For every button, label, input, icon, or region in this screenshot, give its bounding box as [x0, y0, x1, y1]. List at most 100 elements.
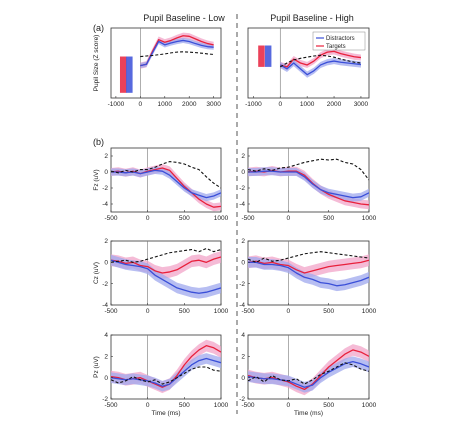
x-tick-label: 1000 [158, 101, 173, 108]
line-difference [111, 366, 221, 385]
y-tick-label: -2 [239, 396, 245, 403]
x-tick-label: 500 [323, 308, 334, 315]
line-distractors [111, 259, 221, 294]
chart-pupil-high: -1000 0 1000 2000 3000 Distractors Targets [245, 27, 370, 108]
x-tick-label: 0 [146, 402, 150, 409]
y-tick-label: -2 [239, 185, 245, 192]
band-distractors [248, 167, 369, 202]
line-difference [248, 158, 369, 181]
x-tick-label: 500 [179, 308, 190, 315]
y-tick-label: -2 [102, 185, 108, 192]
x-tick-label: 1000 [300, 101, 315, 108]
y-tick-label: 2 [104, 238, 108, 245]
x-tick-label: -500 [241, 308, 254, 315]
x-tick-label: 0 [287, 402, 291, 409]
plot-area [248, 335, 369, 399]
line-targets [111, 256, 221, 274]
line-difference [140, 51, 214, 58]
y-tick-label: -2 [239, 281, 245, 288]
y-tick-label: -4 [102, 201, 108, 208]
y-tick-label: -4 [102, 302, 108, 309]
y-tick-label: 2 [104, 153, 108, 160]
y-tick-label: 4 [104, 332, 108, 339]
chart-fz-high: -500 0 500 1000 -4 -2 0 2 [239, 147, 377, 222]
line-distractors [248, 261, 369, 287]
plot-area [111, 335, 221, 399]
plot-area [119, 28, 214, 98]
x-tick-label: 500 [323, 215, 334, 222]
band-distractors [280, 57, 361, 78]
x-axis-label: Time (ms) [294, 410, 323, 417]
plot-area [258, 28, 362, 98]
column-title-low: Pupil Baseline - Low [143, 13, 225, 23]
legend-label-targets: Targets [326, 44, 346, 50]
chart-pz-high: -500 0 500 1000 -2 0 2 4 Time (ms) [239, 332, 376, 417]
y-tick-label: 0 [241, 375, 245, 382]
chart-cz-low: -500 0 500 1000 -4 -2 0 2 Cz (uV) [93, 238, 229, 315]
y-tick-label: -4 [239, 201, 245, 208]
x-tick-label: 500 [179, 402, 190, 409]
line-distractors [248, 170, 369, 199]
x-tick-label: 3000 [354, 101, 369, 108]
line-distractors [111, 357, 221, 387]
y-tick-label: -2 [102, 281, 108, 288]
legend: Distractors Targets [312, 31, 366, 51]
panel-b-label: (b) [93, 137, 104, 147]
x-axis-label: Time (ms) [151, 410, 180, 417]
y-axis-label: Fz (uV) [93, 169, 100, 190]
band-targets [111, 251, 221, 279]
x-tick-label: 500 [179, 215, 190, 222]
x-tick-label: 1000 [362, 402, 377, 409]
x-tick-label: -1000 [245, 101, 262, 108]
y-tick-label: 2 [241, 238, 245, 245]
y-tick-label: 0 [104, 375, 108, 382]
band-distractors [111, 353, 221, 392]
y-tick-label: 2 [241, 354, 245, 361]
plot-area [111, 241, 221, 305]
y-tick-label: 0 [104, 169, 108, 176]
bar-distractors [126, 56, 133, 93]
chart-cz-high: -500 0 500 1000 -4 -2 0 2 [239, 238, 376, 315]
x-tick-label: 0 [139, 101, 143, 108]
column-title-high: Pupil Baseline - High [270, 13, 354, 23]
x-tick-label: -500 [241, 402, 254, 409]
plot-area [248, 241, 369, 305]
plot-area [248, 148, 369, 212]
y-tick-label: -2 [102, 396, 108, 403]
panel-a-label: (a) [93, 23, 104, 33]
y-axis-label: Pz (uV) [93, 356, 100, 378]
legend-box [312, 31, 366, 51]
chart-fz-low: -500 0 500 1000 -4 -2 0 2 Fz (uV) [93, 147, 229, 222]
y-tick-label: 0 [241, 169, 245, 176]
x-tick-label: -500 [104, 308, 117, 315]
x-tick-label: 0 [287, 308, 291, 315]
x-tick-label: 2000 [182, 101, 197, 108]
line-distractors [111, 169, 221, 199]
line-difference [248, 251, 369, 263]
x-tick-label: 0 [146, 308, 150, 315]
x-tick-label: 1000 [362, 308, 377, 315]
y-tick-label: 2 [104, 354, 108, 361]
plot-area [111, 148, 221, 212]
legend-label-distractors: Distractors [326, 36, 355, 42]
y-axis-label: Cz (uV) [93, 262, 100, 284]
y-tick-label: 0 [241, 260, 245, 267]
y-tick-label: -4 [239, 302, 245, 309]
line-distractors [279, 60, 362, 76]
x-tick-label: 0 [146, 215, 150, 222]
band-distractors [140, 37, 214, 69]
x-tick-label: -500 [241, 215, 254, 222]
x-tick-label: 1000 [214, 308, 229, 315]
line-distractors [248, 361, 369, 388]
chart-pupil-low: -1000 0 1000 2000 3000 Pupil Size (Z score) [93, 27, 222, 108]
chart-pz-low: -500 0 500 1000 -2 0 2 4 Pz (uV) Time (ms) [93, 332, 229, 417]
x-tick-label: 1000 [362, 215, 377, 222]
line-difference [279, 54, 361, 68]
y-tick-label: 2 [241, 153, 245, 160]
bar-targets [119, 56, 127, 93]
line-difference [111, 161, 221, 189]
x-tick-label: 0 [287, 215, 291, 222]
x-tick-label: 0 [278, 101, 282, 108]
